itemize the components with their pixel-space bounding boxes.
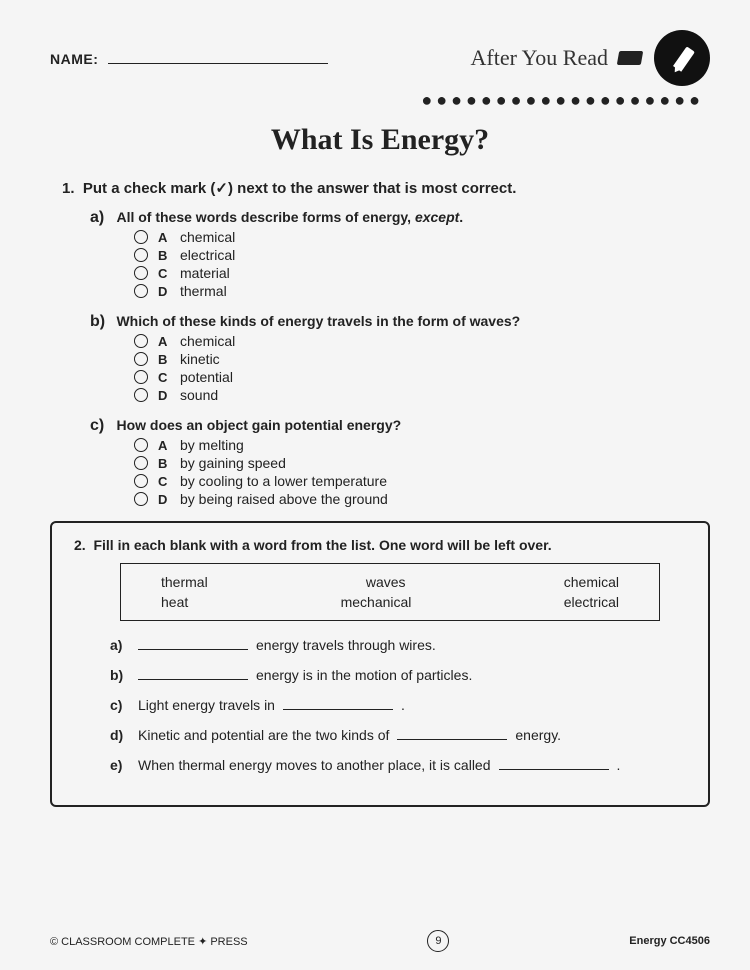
option-row[interactable]: Belectrical xyxy=(134,247,710,263)
option-row[interactable]: Dsound xyxy=(134,387,710,403)
q1-part-a: a) All of these words describe forms of … xyxy=(90,209,710,299)
checkbox-circle[interactable] xyxy=(134,248,148,262)
copyright-text: © CLASSROOM COMPLETE ✦ PRESS xyxy=(50,935,248,948)
checkbox-circle[interactable] xyxy=(134,284,148,298)
blank-input[interactable] xyxy=(138,638,248,650)
name-label: NAME: xyxy=(50,51,98,67)
checkbox-circle[interactable] xyxy=(134,474,148,488)
worksheet-title: What Is Energy? xyxy=(50,123,710,157)
page-number: 9 xyxy=(427,930,449,952)
checkbox-circle[interactable] xyxy=(134,492,148,506)
blank-input[interactable] xyxy=(138,668,248,680)
pencil-badge xyxy=(654,30,710,86)
option-row[interactable]: Cby cooling to a lower temperature xyxy=(134,473,710,489)
q1-part-b: b) Which of these kinds of energy travel… xyxy=(90,313,710,403)
option-row[interactable]: Achemical xyxy=(134,333,710,349)
option-row[interactable]: Achemical xyxy=(134,229,710,245)
checkbox-circle[interactable] xyxy=(134,352,148,366)
blank-input[interactable] xyxy=(499,758,609,770)
checkbox-circle[interactable] xyxy=(134,388,148,402)
product-code: Energy CC4506 xyxy=(629,935,710,947)
name-input-line[interactable] xyxy=(108,50,328,64)
fill-a: a) energy travels through wires. xyxy=(110,637,690,653)
page-footer: © CLASSROOM COMPLETE ✦ PRESS 9 Energy CC… xyxy=(50,930,710,952)
word-bank-row: thermal waves chemical xyxy=(141,572,639,592)
option-row[interactable]: Aby melting xyxy=(134,437,710,453)
checkbox-circle[interactable] xyxy=(134,438,148,452)
option-row[interactable]: Bkinetic xyxy=(134,351,710,367)
checkbox-circle[interactable] xyxy=(134,456,148,470)
q2-instruction: 2. Fill in each blank with a word from t… xyxy=(70,537,690,553)
word-bank: thermal waves chemical heat mechanical e… xyxy=(120,563,660,621)
blank-input[interactable] xyxy=(283,698,393,710)
section-header: After You Read xyxy=(471,30,711,86)
option-row[interactable]: Dby being raised above the ground xyxy=(134,491,710,507)
fill-c: c) Light energy travels in . xyxy=(110,697,690,713)
fill-d: d) Kinetic and potential are the two kin… xyxy=(110,727,690,743)
q1c-prompt: How does an object gain potential energy… xyxy=(116,417,401,433)
fill-b: b) energy is in the motion of particles. xyxy=(110,667,690,683)
q1-instruction: 1. Put a check mark (✓) next to the answ… xyxy=(50,179,710,197)
option-row[interactable]: Dthermal xyxy=(134,283,710,299)
option-row[interactable]: Cmaterial xyxy=(134,265,710,281)
book-icon xyxy=(617,51,643,65)
option-row[interactable]: Cpotential xyxy=(134,369,710,385)
q1-part-c: c) How does an object gain potential ene… xyxy=(90,417,710,507)
page-header: NAME: After You Read xyxy=(50,30,710,86)
name-field: NAME: xyxy=(50,50,328,67)
blank-input[interactable] xyxy=(397,728,507,740)
checkbox-circle[interactable] xyxy=(134,370,148,384)
q1a-prompt: All of these words describe forms of ene… xyxy=(116,209,463,225)
checkbox-circle[interactable] xyxy=(134,266,148,280)
q1a-options: Achemical Belectrical Cmaterial Dthermal xyxy=(134,229,710,299)
section-title: After You Read xyxy=(471,45,609,71)
fill-e: e) When thermal energy moves to another … xyxy=(110,757,690,773)
pencil-icon xyxy=(667,43,697,73)
q1b-prompt: Which of these kinds of energy travels i… xyxy=(116,313,520,329)
dot-divider: ●●●●●●●●●●●●●●●●●●● xyxy=(50,90,710,111)
checkbox-circle[interactable] xyxy=(134,230,148,244)
q1b-options: Achemical Bkinetic Cpotential Dsound xyxy=(134,333,710,403)
q1c-options: Aby melting Bby gaining speed Cby coolin… xyxy=(134,437,710,507)
checkbox-circle[interactable] xyxy=(134,334,148,348)
option-row[interactable]: Bby gaining speed xyxy=(134,455,710,471)
q2-box: 2. Fill in each blank with a word from t… xyxy=(50,521,710,807)
word-bank-row: heat mechanical electrical xyxy=(141,592,639,612)
